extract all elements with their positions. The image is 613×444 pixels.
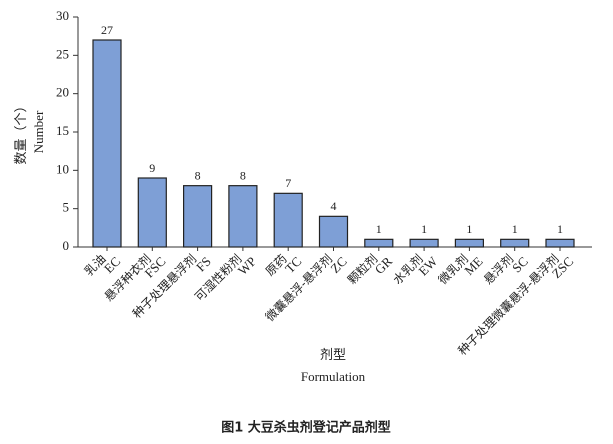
x-axis-title-en: Formulation	[301, 369, 366, 384]
data-label: 4	[331, 199, 337, 213]
bar	[364, 238, 394, 248]
x-axis-title: 剂型	[320, 347, 346, 362]
bar	[409, 238, 439, 248]
x-tick-code: ZC	[327, 254, 349, 276]
bar	[545, 238, 575, 248]
x-tick-label: 悬浮剂	[480, 251, 516, 287]
y-axis-title: 数量（个）	[13, 99, 28, 164]
bar	[454, 238, 484, 248]
data-label: 1	[466, 222, 472, 236]
y-tick-label: 25	[56, 46, 69, 61]
y-axis-title-en: Number	[31, 110, 46, 153]
bar	[183, 185, 213, 248]
bar	[318, 215, 349, 248]
y-tick-label: 15	[56, 123, 69, 138]
data-label: 27	[101, 23, 113, 37]
data-label: 1	[421, 222, 427, 236]
data-label: 1	[557, 222, 563, 236]
data-label: 9	[149, 161, 155, 175]
x-tick-code: FS	[193, 254, 214, 275]
x-tick-code: TC	[282, 254, 304, 276]
x-tick-code: SC	[509, 254, 531, 276]
y-tick-label: 5	[63, 200, 70, 215]
bar	[273, 192, 303, 248]
y-tick-label: 10	[56, 161, 69, 176]
data-label: 1	[512, 222, 518, 236]
y-tick-label: 0	[63, 238, 70, 253]
data-label: 8	[240, 168, 246, 182]
bar	[137, 177, 167, 248]
data-label: 1	[376, 222, 382, 236]
y-tick-label: 20	[56, 85, 69, 100]
data-label: 8	[195, 168, 201, 182]
chart-title: 图1 大豆杀虫剂登记产品剂型	[221, 420, 391, 436]
x-tick-code: EC	[101, 254, 123, 276]
y-tick-label: 30	[56, 8, 69, 23]
bar	[500, 238, 530, 248]
data-label: 7	[285, 176, 291, 190]
bar	[228, 185, 258, 248]
bar	[92, 39, 122, 248]
